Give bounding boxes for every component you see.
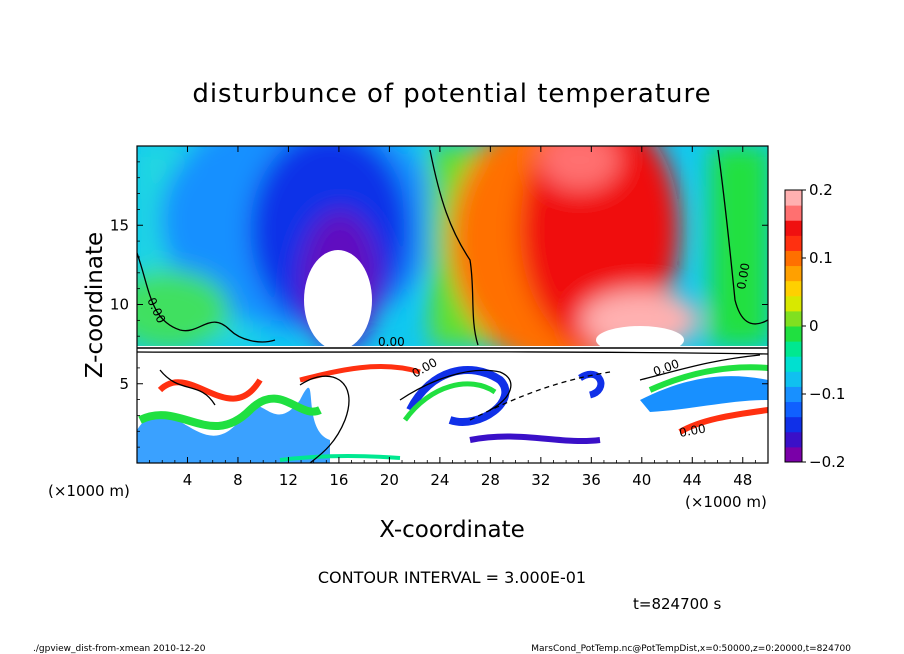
colorbar-cell bbox=[785, 431, 802, 448]
x-tick-label: 16 bbox=[329, 471, 348, 489]
lower-warm-streak-west bbox=[157, 378, 263, 402]
colorbar-cells bbox=[785, 190, 802, 463]
colorbar-cell bbox=[785, 386, 802, 403]
contour-lower-2 bbox=[399, 369, 512, 411]
colorbar: 0.2 0.1 0 −0.1 −0.2 bbox=[784, 181, 845, 471]
colorbar-tick-label: 0 bbox=[809, 317, 819, 335]
x-tick-label: 44 bbox=[683, 471, 702, 489]
footer-left: ./gpview_dist-from-xmean 2010-12-20 bbox=[33, 644, 206, 654]
colorbar-cell bbox=[785, 446, 802, 463]
upper-layer-field bbox=[137, 146, 768, 370]
colorbar-cell bbox=[785, 190, 802, 206]
colorbar-cell bbox=[785, 310, 802, 327]
time-stamp: t=824700 s bbox=[633, 595, 721, 613]
y-tick-label: 5 bbox=[119, 375, 129, 393]
x-axis-ticks: 4 8 12 16 20 24 28 32 36 40 44 48 bbox=[149, 146, 756, 489]
x-tick-label: 24 bbox=[430, 471, 449, 489]
colorbar-cell bbox=[785, 356, 802, 372]
x-tick-label: 40 bbox=[632, 471, 651, 489]
colorbar-cell bbox=[785, 371, 802, 387]
lower-green-streak-east bbox=[648, 364, 768, 393]
x-tick-label: 32 bbox=[531, 471, 550, 489]
contour-layer-edge bbox=[137, 351, 768, 355]
colorbar-cell bbox=[785, 416, 802, 433]
colorbar-cell bbox=[785, 235, 802, 251]
field-cold-extreme bbox=[304, 250, 372, 350]
colorbar-cell bbox=[785, 280, 802, 297]
y-tick-label: 15 bbox=[110, 216, 129, 234]
x-tick-label: 20 bbox=[380, 471, 399, 489]
contour-zero-east bbox=[717, 149, 768, 325]
lower-green-streak-base bbox=[279, 453, 401, 462]
x-tick-label: 8 bbox=[233, 471, 243, 489]
lower-warm-streak-center bbox=[299, 364, 421, 383]
contour-label: 0.00 bbox=[734, 262, 752, 291]
x-tick-label: 28 bbox=[481, 471, 500, 489]
colorbar-tick-label: −0.1 bbox=[809, 385, 845, 403]
colorbar-cell bbox=[785, 250, 802, 267]
contour-lower-3 bbox=[639, 354, 761, 381]
x-tick-label: 12 bbox=[279, 471, 298, 489]
contour-zero-center bbox=[429, 149, 479, 346]
lower-green-swirl bbox=[402, 381, 497, 422]
field-east-band bbox=[710, 146, 768, 346]
colorbar-ticks: 0.2 0.1 0 −0.1 −0.2 bbox=[802, 181, 845, 471]
lower-warm-streak-east bbox=[678, 407, 768, 435]
x-unit-label: (×1000 m) bbox=[685, 493, 767, 511]
contour-zero-west bbox=[137, 252, 276, 343]
y-axis-label: Z-coordinate bbox=[82, 232, 108, 378]
colorbar-cell bbox=[785, 265, 802, 282]
lower-cold-eddy bbox=[578, 370, 605, 399]
x-tick-label: 4 bbox=[183, 471, 193, 489]
plot-area: 0.000.000.00 0.000.000.00 4 8 12 16 20 24 28 32 3… bbox=[110, 145, 769, 489]
z-unit-label: (×1000 m) bbox=[48, 482, 130, 500]
contour-lower-dashed bbox=[469, 371, 611, 421]
contour-label: 0.00 bbox=[678, 422, 707, 440]
contour-lines bbox=[137, 149, 768, 463]
contour-label: 0.00 bbox=[378, 335, 405, 349]
chart-title: disturbunce of potential temperature bbox=[192, 79, 711, 109]
lower-deep-cold-streak bbox=[469, 433, 601, 445]
colorbar-cell bbox=[785, 220, 802, 236]
y-tick-label: 10 bbox=[110, 296, 129, 314]
colorbar-cell bbox=[785, 401, 802, 418]
colorbar-cell bbox=[785, 205, 802, 221]
x-axis-label: X-coordinate bbox=[379, 517, 525, 543]
colorbar-tick-label: 0.1 bbox=[809, 249, 833, 267]
potential-temperature-field: 0.000.000.00 0.000.000.00 bbox=[137, 146, 768, 463]
contour-lower-4 bbox=[159, 369, 216, 406]
y-axis-ticks: 5 10 15 bbox=[110, 161, 768, 448]
lower-cold-band-east bbox=[640, 376, 768, 412]
colorbar-cell bbox=[785, 326, 802, 342]
colorbar-tick-label: −0.2 bbox=[809, 453, 845, 471]
field-warm-top bbox=[540, 146, 620, 190]
footer-right: MarsCond_PotTemp.nc@PotTempDist,x=0:5000… bbox=[531, 644, 851, 654]
contour-lower-1 bbox=[299, 375, 350, 463]
contour-interval-note: CONTOUR INTERVAL = 3.000E-01 bbox=[318, 568, 586, 587]
colorbar-cell bbox=[785, 295, 802, 312]
field-west-green bbox=[137, 270, 230, 350]
lower-cold-band-west bbox=[137, 387, 330, 463]
colorbar-cell bbox=[785, 341, 802, 357]
x-tick-label: 48 bbox=[733, 471, 752, 489]
lower-green-streak-west bbox=[138, 394, 322, 431]
colorbar-tick-label: 0.2 bbox=[809, 181, 833, 199]
x-tick-label: 36 bbox=[582, 471, 601, 489]
lower-layer-field bbox=[137, 346, 768, 463]
